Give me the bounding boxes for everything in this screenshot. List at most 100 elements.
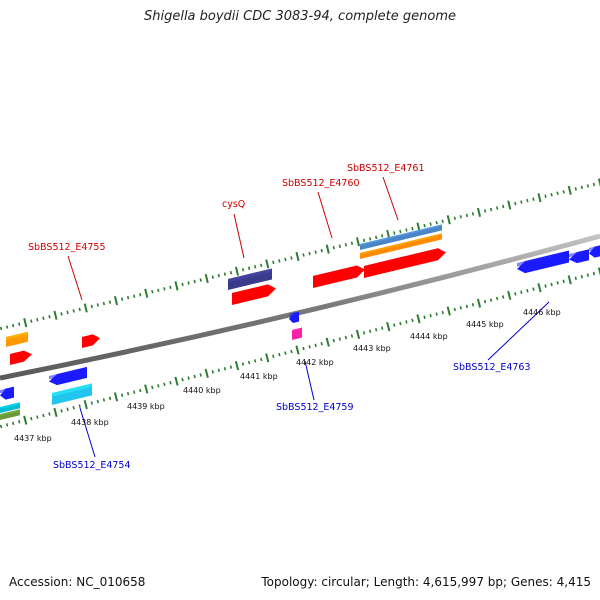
gene-red-cysq[interactable] bbox=[232, 284, 276, 305]
gene-e4763[interactable] bbox=[517, 250, 569, 274]
scale-tick bbox=[489, 298, 493, 302]
scale-tick bbox=[556, 191, 559, 196]
gene-red-e4761[interactable] bbox=[364, 248, 446, 278]
scale-tick bbox=[338, 244, 342, 248]
scale-tick bbox=[368, 237, 372, 241]
scale-tick bbox=[48, 315, 51, 319]
scale-tick bbox=[507, 200, 512, 210]
gene-cysq[interactable] bbox=[228, 268, 272, 290]
gene-e4754[interactable] bbox=[49, 366, 87, 386]
scale-tick bbox=[151, 385, 154, 390]
scale-tick bbox=[204, 368, 209, 379]
scale-tick bbox=[157, 384, 160, 388]
gene-e4761-blue[interactable] bbox=[360, 224, 442, 250]
genome-backbone bbox=[0, 233, 600, 381]
scale-tick bbox=[260, 263, 263, 268]
scale-tick bbox=[355, 329, 361, 340]
scale-tick bbox=[23, 318, 28, 328]
gene-label-e4754[interactable]: SbBS512_E4754 bbox=[53, 460, 131, 471]
scale-tick bbox=[405, 320, 408, 324]
scale-label: 4442 kbp bbox=[296, 358, 334, 367]
scale-tick bbox=[550, 282, 553, 287]
gene-e4759-pink[interactable] bbox=[292, 327, 302, 340]
gene-e4760[interactable] bbox=[313, 265, 365, 288]
scale-tick bbox=[72, 405, 75, 410]
scale-tick bbox=[544, 284, 547, 288]
scale-tick bbox=[96, 303, 100, 307]
scale-tick bbox=[520, 200, 523, 204]
scale-tick bbox=[514, 292, 517, 296]
scale-tick bbox=[139, 292, 142, 297]
scale-tick bbox=[30, 416, 33, 421]
scale-tick bbox=[181, 377, 184, 382]
scale-tick bbox=[11, 421, 15, 426]
accession-text: Accession: NC_010658 bbox=[9, 575, 146, 589]
scale-tick bbox=[181, 282, 184, 287]
gene-e4759-blue[interactable] bbox=[289, 311, 299, 324]
scale-label: 4437 kbp bbox=[14, 434, 52, 443]
scale-tick bbox=[193, 374, 196, 379]
gene-features[interactable] bbox=[0, 224, 600, 420]
gene-label-e4755[interactable]: SbBS512_E4755 bbox=[28, 242, 106, 253]
scale-tick bbox=[83, 303, 88, 313]
scale-tick bbox=[23, 415, 28, 425]
scale-tick bbox=[253, 359, 257, 363]
gene-blue-edge[interactable] bbox=[0, 386, 14, 400]
scale-tick bbox=[132, 390, 136, 394]
scale-tick bbox=[386, 321, 391, 332]
scale-tick bbox=[597, 267, 600, 277]
gene-e4755[interactable] bbox=[82, 334, 100, 348]
scale-tick bbox=[83, 399, 88, 410]
gene-label-cysq[interactable]: cysQ bbox=[222, 199, 245, 210]
scale-tick bbox=[441, 219, 444, 223]
scale-tick bbox=[90, 401, 93, 405]
scale-tick bbox=[5, 423, 9, 427]
gene-cyan-edge[interactable] bbox=[0, 402, 20, 413]
scale-tick bbox=[350, 334, 354, 338]
scale-tick bbox=[187, 376, 190, 380]
gene-green-edge[interactable] bbox=[0, 409, 20, 420]
label-leader-line bbox=[304, 360, 315, 401]
gene-label-e4763[interactable]: SbBS512_E4763 bbox=[453, 362, 531, 373]
gene-orange-left[interactable] bbox=[6, 331, 28, 347]
gene-red-left[interactable] bbox=[10, 350, 32, 365]
scale-tick bbox=[132, 294, 136, 298]
scale-tick bbox=[223, 366, 227, 371]
gene-label-e4760[interactable]: SbBS512_E4760 bbox=[282, 178, 360, 189]
scale-label: 4444 kbp bbox=[410, 332, 448, 341]
gene-label-e4759[interactable]: SbBS512_E4759 bbox=[276, 402, 354, 413]
scale-tick bbox=[72, 309, 75, 313]
scale-tick bbox=[446, 306, 451, 316]
scale-tick bbox=[550, 193, 553, 197]
scale-tick bbox=[151, 290, 154, 294]
scale-tick bbox=[229, 365, 233, 369]
scale-tick bbox=[514, 201, 517, 206]
scale-tick bbox=[537, 282, 542, 293]
scale-tick bbox=[163, 287, 166, 291]
scale-label: 4443 kbp bbox=[353, 344, 391, 353]
scale-tick bbox=[193, 279, 196, 284]
scale-tick bbox=[532, 197, 535, 201]
label-leader-line bbox=[382, 176, 399, 221]
forward-tick-row bbox=[0, 178, 600, 331]
gene-blue-right[interactable] bbox=[569, 249, 589, 264]
scale-tick bbox=[284, 351, 287, 355]
gene-label-e4761[interactable]: SbBS512_E4761 bbox=[347, 163, 425, 174]
gene-cyan-e4754[interactable] bbox=[52, 383, 92, 405]
scale-tick bbox=[126, 391, 130, 396]
scale-tick bbox=[502, 204, 505, 209]
scale-tick bbox=[459, 215, 463, 219]
scale-tick bbox=[520, 290, 523, 295]
scale-tick bbox=[567, 185, 572, 195]
scale-tick bbox=[265, 259, 270, 269]
gene-blue-far-right[interactable] bbox=[589, 245, 600, 258]
scale-tick bbox=[526, 288, 529, 293]
scale-tick bbox=[495, 296, 499, 301]
gene-e4761-orange[interactable] bbox=[360, 233, 442, 259]
scale-tick bbox=[532, 287, 535, 291]
gene-labels[interactable]: SbBS512_E4755 cysQ SbBS512_E4760 SbBS512… bbox=[28, 163, 531, 471]
scale-tick bbox=[234, 266, 240, 276]
scale-tick bbox=[174, 376, 179, 386]
scale-tick bbox=[459, 306, 463, 310]
